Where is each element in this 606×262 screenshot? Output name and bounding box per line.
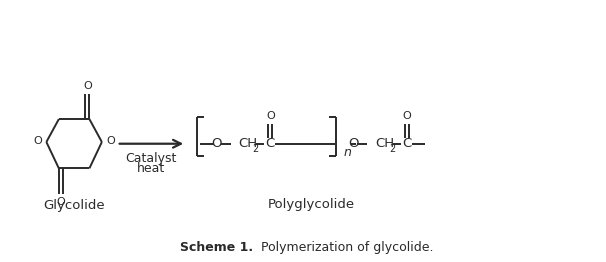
Text: O: O bbox=[402, 111, 411, 121]
Text: O: O bbox=[107, 136, 115, 146]
Text: Polymerization of glycolide.: Polymerization of glycolide. bbox=[253, 241, 434, 254]
Text: n: n bbox=[344, 146, 351, 159]
Text: O: O bbox=[83, 81, 92, 91]
Text: O: O bbox=[266, 111, 275, 121]
Text: Scheme 1.: Scheme 1. bbox=[181, 241, 253, 254]
Text: C: C bbox=[402, 137, 411, 150]
Text: O: O bbox=[33, 136, 42, 146]
Text: heat: heat bbox=[138, 162, 165, 175]
Text: Glycolide: Glycolide bbox=[43, 199, 105, 212]
Text: 2: 2 bbox=[389, 144, 396, 154]
Text: O: O bbox=[211, 137, 222, 150]
Text: Catalyst: Catalyst bbox=[125, 152, 177, 165]
Text: CH: CH bbox=[375, 137, 395, 150]
Text: CH: CH bbox=[239, 137, 258, 150]
Text: O: O bbox=[348, 137, 359, 150]
Text: O: O bbox=[56, 197, 65, 207]
Text: 2: 2 bbox=[253, 144, 259, 154]
Text: C: C bbox=[265, 137, 275, 150]
Text: Polyglycolide: Polyglycolide bbox=[267, 198, 355, 211]
